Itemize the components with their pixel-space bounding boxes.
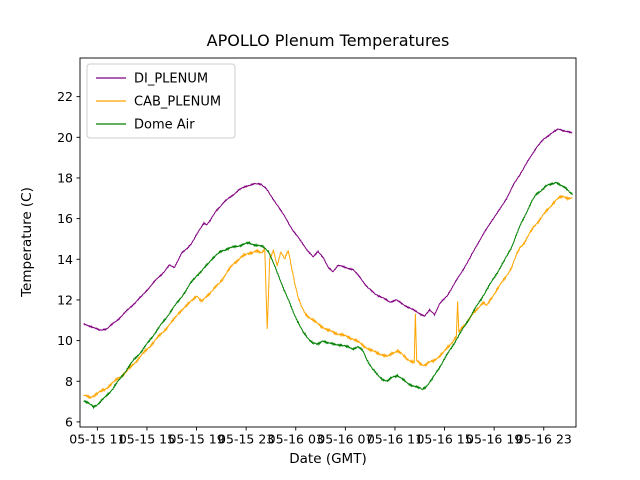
legend-label: Dome Air <box>134 118 195 133</box>
y-tick-label: 6 <box>65 414 73 429</box>
x-tick-label: 05-16 15 <box>416 432 472 447</box>
series-line-cab-plenum <box>83 194 573 400</box>
chart-title: APOLLO Plenum Temperatures <box>207 31 450 50</box>
y-tick-label: 14 <box>57 252 73 267</box>
x-tick-label: 05-15 19 <box>168 432 224 447</box>
x-tick-label: 05-15 11 <box>69 432 125 447</box>
y-tick-label: 22 <box>57 89 73 104</box>
series-layer <box>83 128 573 410</box>
y-tick-label: 10 <box>57 333 73 348</box>
x-tick-label: 05-15 23 <box>218 432 274 447</box>
y-axis-label: Temperature (C) <box>19 187 35 298</box>
legend-label: CAB_PLENUM <box>134 95 221 110</box>
legend: DI_PLENUM CAB_PLENUM Dome Air <box>86 63 236 139</box>
legend-box <box>86 63 236 139</box>
y-tick-label: 12 <box>57 292 73 307</box>
x-tick-label: 05-16 07 <box>317 432 373 447</box>
x-tick-label: 05-16 11 <box>367 432 423 447</box>
x-tick-label: 05-15 15 <box>119 432 175 447</box>
legend-label: DI_PLENUM <box>134 72 208 87</box>
y-tick-label: 20 <box>57 130 73 145</box>
plot-spines <box>79 57 577 428</box>
y-tick-label: 18 <box>57 170 73 185</box>
series-line-dome-air <box>83 181 573 410</box>
x-tick-label: 05-16 23 <box>516 432 572 447</box>
y-tick-label: 16 <box>57 211 73 226</box>
x-axis-label: Date (GMT) <box>289 451 366 467</box>
y-tick-label: 8 <box>65 374 73 389</box>
x-tick-label: 05-16 19 <box>466 432 522 447</box>
x-tick-label: 05-16 03 <box>268 432 324 447</box>
series-line-di-plenum <box>83 128 573 332</box>
